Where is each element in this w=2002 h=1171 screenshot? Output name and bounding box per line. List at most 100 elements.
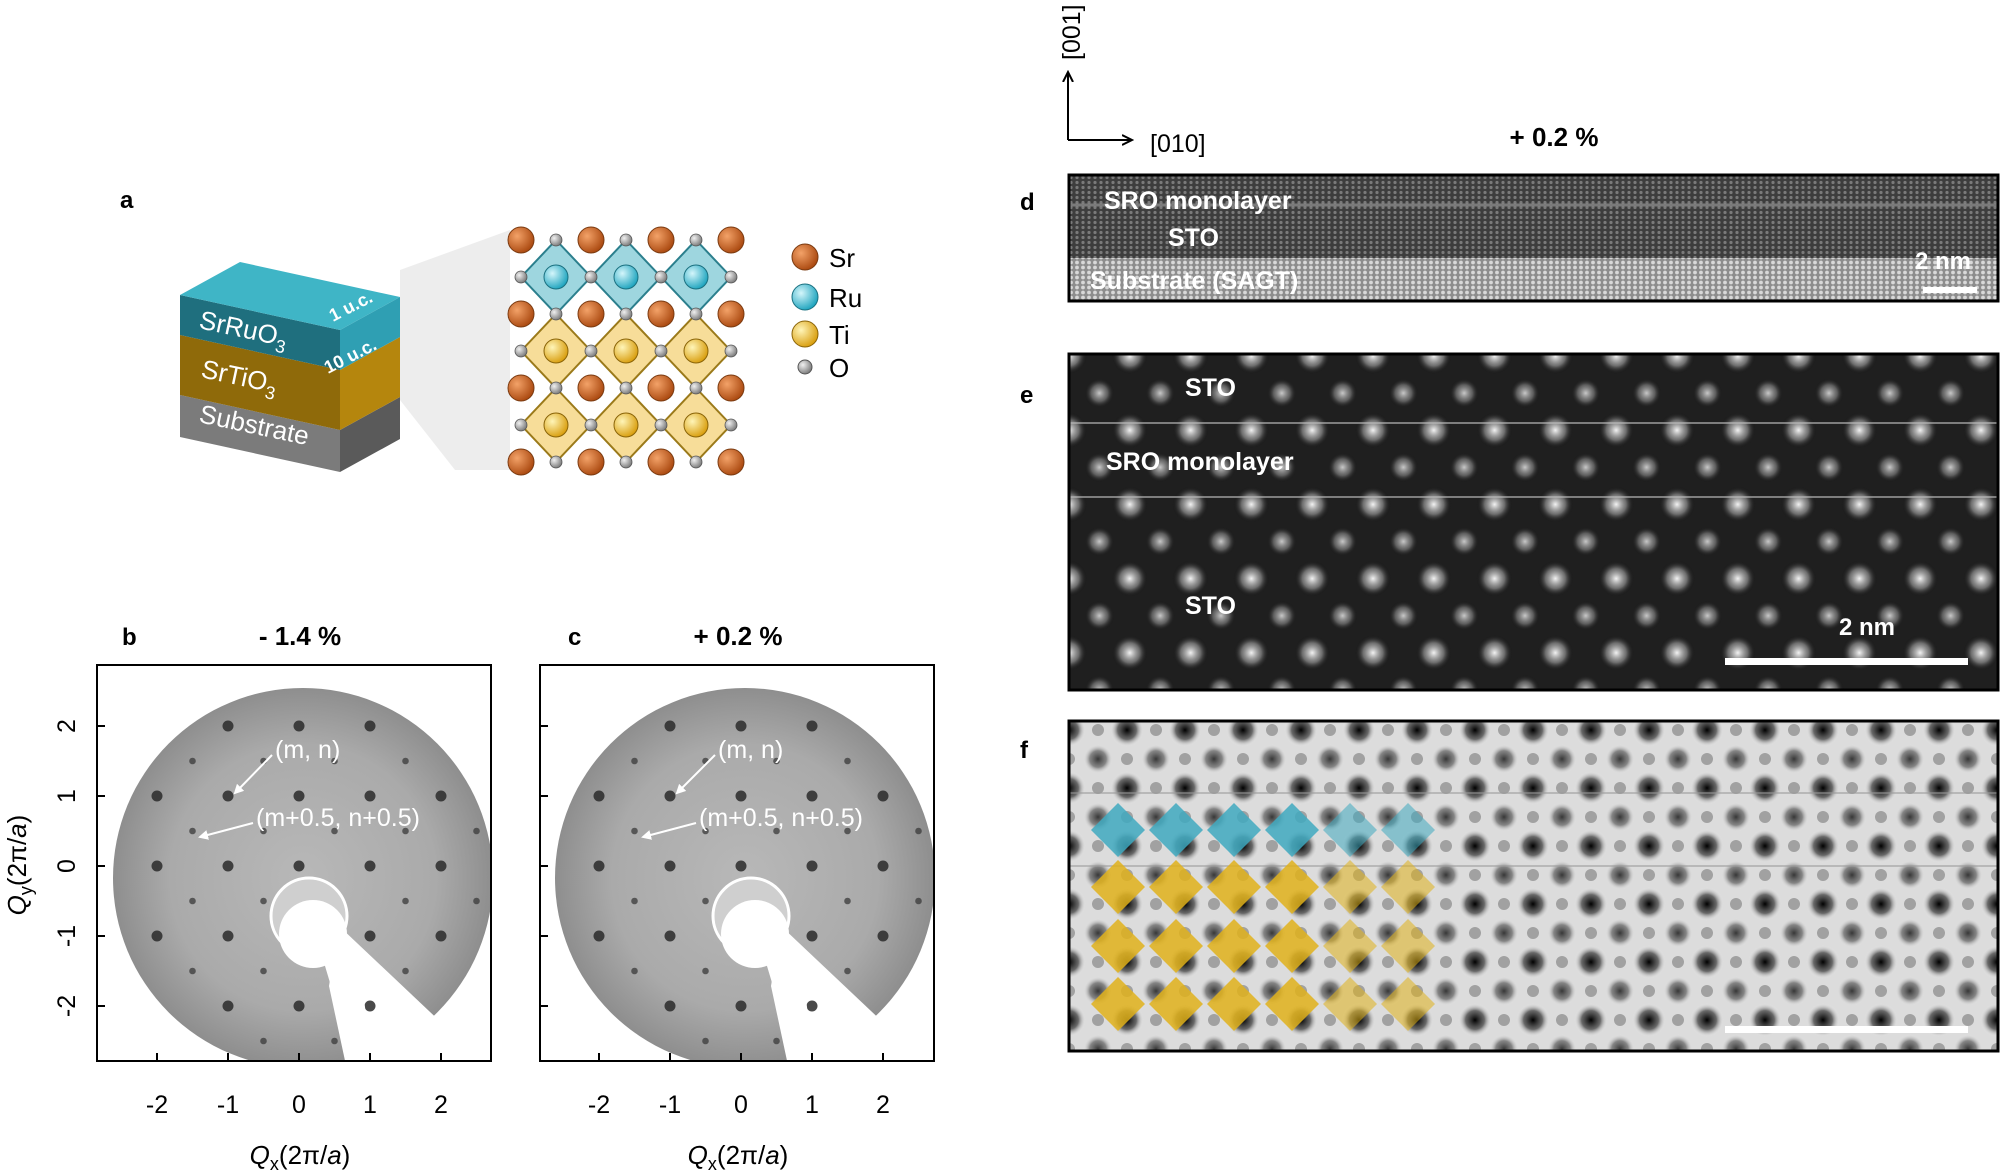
panel-frame-f xyxy=(1067,719,2000,1053)
diffraction-spot xyxy=(151,860,163,872)
scale-bar-e xyxy=(1725,658,1968,665)
panel-label-a: a xyxy=(120,187,134,214)
gun-arm xyxy=(761,946,811,1046)
diffraction-spot xyxy=(364,790,376,802)
legend-o: O xyxy=(829,353,849,383)
diffraction-spot xyxy=(222,1000,234,1012)
sr-atom xyxy=(507,300,535,328)
o-atom xyxy=(689,381,703,395)
crystal-axes: [001] [010] xyxy=(1058,4,1206,158)
o-atom xyxy=(584,418,598,432)
panel-frame-d xyxy=(1067,173,2000,303)
plot-frame-b xyxy=(96,664,492,1062)
panel-title-c: + 0.2 % xyxy=(694,621,783,651)
atom-legend: Sr Ru Ti O xyxy=(791,243,862,383)
diffraction-spot xyxy=(435,860,447,872)
ti-octahedron-overlay xyxy=(1149,919,1203,973)
half-order-spot xyxy=(773,757,780,765)
diffraction-spot xyxy=(735,790,747,802)
panel-frame-e xyxy=(1067,352,2000,692)
x-tick-label: 0 xyxy=(734,1091,748,1119)
axis-ticks-b: -2 -1 0 1 2 2 1 0 -1 -2 xyxy=(53,719,448,1119)
detector-disc xyxy=(113,688,491,1061)
crystal-structure xyxy=(507,226,745,476)
o-atom xyxy=(689,455,703,469)
o-atom xyxy=(724,270,738,284)
scale-bar-d xyxy=(1923,287,1977,293)
o-atom xyxy=(654,344,668,358)
axis-ticks-c: -2 -1 0 1 2 xyxy=(540,725,890,1119)
diffraction-spot xyxy=(806,790,818,802)
diffraction-spot xyxy=(735,860,747,872)
annotation-c: (m, n) (m+0.5, n+0.5) xyxy=(641,736,863,840)
panel-b: b - 1.4 % -2 -1 0 1 2 2 1 0 -1 -2 (m, n) (m+0.5, … xyxy=(2,621,492,1171)
sr-atom xyxy=(647,226,675,254)
diffraction-spot xyxy=(877,930,889,942)
o-atom xyxy=(619,307,633,321)
panel-d: [001] [010] + 0.2 % d SRO monolayer STO … xyxy=(1020,4,2000,303)
ti-atom xyxy=(543,412,569,438)
half-order-spot xyxy=(844,897,851,905)
panel-label-c: c xyxy=(568,624,581,651)
label-e-sto-bottom: STO xyxy=(1185,592,1236,620)
sr-atom xyxy=(507,374,535,402)
ti-octahedron-overlay xyxy=(1323,919,1377,973)
ti-atom xyxy=(683,412,709,438)
annotation-mn-c: (m, n) xyxy=(718,736,783,764)
plot-frame-c xyxy=(539,664,935,1062)
ru-octahedron-overlay xyxy=(1265,803,1319,857)
ti-octahedron-overlay xyxy=(1091,860,1145,914)
diffraction-spot xyxy=(806,720,818,732)
diffraction-spot xyxy=(806,930,818,942)
half-order-spot xyxy=(331,757,338,765)
o-atom xyxy=(549,307,563,321)
diffraction-spot xyxy=(877,860,889,872)
annotation-b: (m, n) (m+0.5, n+0.5) xyxy=(198,736,420,840)
diffraction-spot xyxy=(222,930,234,942)
ti-atom xyxy=(683,338,709,364)
ru-octahedron-overlay xyxy=(1149,803,1203,857)
half-order-spot xyxy=(702,1037,709,1045)
o-atom xyxy=(514,418,528,432)
diffraction-spot xyxy=(593,860,605,872)
half-order-spot xyxy=(402,827,409,835)
half-order-spot xyxy=(402,897,409,905)
half-order-spot xyxy=(260,967,267,975)
x-tick-label: 2 xyxy=(876,1091,890,1119)
diffraction-spot xyxy=(593,930,605,942)
legend-ru: Ru xyxy=(829,283,862,313)
ti-octahedron-overlay xyxy=(1323,977,1377,1031)
o-atom xyxy=(619,455,633,469)
annotation-half-c: (m+0.5, n+0.5) xyxy=(699,804,863,832)
ti-atom xyxy=(543,338,569,364)
scale-bar-f xyxy=(1725,1026,1968,1033)
half-order-spot xyxy=(331,1037,338,1045)
o-atom xyxy=(584,270,598,284)
diffraction-spot xyxy=(151,790,163,802)
diffraction-spot xyxy=(364,860,376,872)
panel-label-d: d xyxy=(1020,189,1035,216)
sr-atom xyxy=(717,448,745,476)
half-order-spot xyxy=(402,967,409,975)
panel-label-f: f xyxy=(1020,737,1029,764)
sr-atom xyxy=(507,448,535,476)
ti-octahedron-overlay xyxy=(1091,977,1145,1031)
octahedra-overlay xyxy=(1091,803,1435,1031)
sr-atom xyxy=(717,374,745,402)
half-order-spot xyxy=(773,1037,780,1045)
diffraction-spot xyxy=(435,930,447,942)
diffraction-spot xyxy=(293,720,305,732)
diffraction-spot xyxy=(293,1000,305,1012)
o-atom xyxy=(619,381,633,395)
xlabel-c: Qx(2π/a) xyxy=(688,1140,789,1171)
ti-octahedron-overlay xyxy=(1265,919,1319,973)
panel-a: a SrRuO3 1 u.c. SrTiO3 10 u.c. Substrate xyxy=(120,187,862,476)
y-tick-label: -2 xyxy=(53,995,81,1017)
half-order-spot xyxy=(844,967,851,975)
half-order-spot xyxy=(773,827,780,835)
stem-overview-substrate xyxy=(1069,258,1998,301)
diffraction-spot xyxy=(364,930,376,942)
diffraction-spot xyxy=(806,1000,818,1012)
panel-c: c + 0.2 % -2 -1 0 1 2 (m, n) (m+0.5, n+0.5) … xyxy=(539,621,935,1171)
